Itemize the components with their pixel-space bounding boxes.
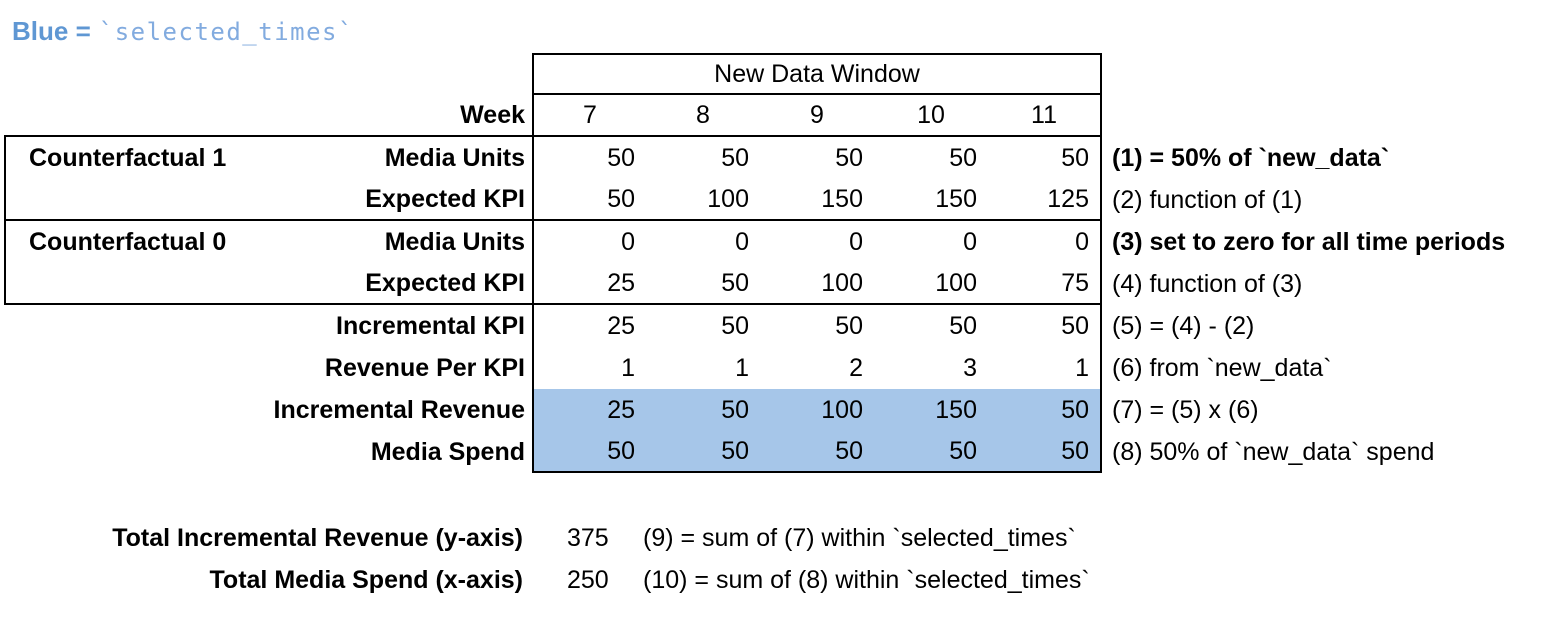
- data-cell: 2: [849, 353, 863, 382]
- data-cell: 3: [963, 353, 977, 382]
- week-cell: 9: [760, 95, 874, 137]
- total-value: 375: [567, 524, 609, 552]
- data-cell: 75: [988, 263, 1102, 305]
- data-cell: 100: [874, 263, 988, 305]
- data-cell: 0: [849, 227, 863, 256]
- row-note: (8) 50% of `new_data` spend: [1112, 437, 1435, 466]
- week-cell: 10: [874, 95, 988, 137]
- data-cell: 50: [988, 305, 1102, 347]
- row-label: Media Units: [384, 143, 525, 172]
- group-label: Counterfactual 0: [29, 227, 227, 256]
- total-row: Total Media Spend (x-axis) 250 (10) = su…: [0, 559, 1544, 601]
- data-cell-highlighted: 50: [760, 431, 874, 473]
- week-label: Week: [4, 95, 532, 137]
- row-note: (2) function of (1): [1112, 185, 1303, 214]
- data-cell-highlighted: 50: [646, 389, 760, 431]
- row-label: Media Spend: [370, 437, 525, 466]
- data-cell: 50: [721, 143, 749, 172]
- total-label: Total Incremental Revenue (y-axis): [112, 524, 523, 552]
- row-label: Media Units: [384, 227, 525, 256]
- row-note: (5) = (4) - (2): [1112, 311, 1255, 340]
- data-cell: 100: [646, 179, 760, 221]
- row-label-cell: Incremental KPI: [4, 305, 532, 347]
- data-cell-highlighted: 25: [532, 389, 646, 431]
- total-row: Total Incremental Revenue (y-axis) 375 (…: [0, 517, 1544, 559]
- empty-cell: [1102, 95, 1544, 137]
- data-cell: 0: [532, 221, 646, 263]
- legend: Blue = `selected_times`: [12, 16, 354, 47]
- row-label-cell: Expected KPI: [4, 179, 532, 221]
- week-cell: 8: [646, 95, 760, 137]
- row-note: (1) = 50% of `new_data`: [1112, 143, 1390, 172]
- row-label: Expected KPI: [365, 184, 525, 213]
- empty-cell: [4, 53, 532, 95]
- data-cell: 50: [988, 137, 1102, 179]
- new-data-window-header: New Data Window: [532, 53, 1102, 95]
- week-cell: 11: [988, 95, 1102, 137]
- data-cell-highlighted: 50: [646, 431, 760, 473]
- data-cell-highlighted: 50: [874, 431, 988, 473]
- row-label-cell: Revenue Per KPI: [4, 347, 532, 389]
- legend-blue-label: Blue =: [12, 16, 91, 46]
- row-label-cell: Counterfactual 1 Media Units: [4, 137, 532, 179]
- data-cell: 50: [949, 143, 977, 172]
- data-cell: 50: [646, 263, 760, 305]
- data-cell: 1: [735, 353, 749, 382]
- row-label: Expected KPI: [365, 268, 525, 297]
- data-cell: 100: [760, 263, 874, 305]
- row-label: Revenue Per KPI: [324, 353, 525, 382]
- data-cell: 1: [532, 347, 646, 389]
- group-label: Counterfactual 1: [29, 143, 227, 172]
- row-note: (7) = (5) x (6): [1112, 395, 1259, 424]
- data-cell: 50: [721, 311, 749, 340]
- data-cell: 0: [988, 221, 1102, 263]
- row-note: (6) from `new_data`: [1112, 353, 1332, 382]
- row-label-cell: Expected KPI: [4, 263, 532, 305]
- total-label: Total Media Spend (x-axis): [209, 566, 523, 594]
- row-label-cell: Incremental Revenue: [4, 389, 532, 431]
- row-label-cell: Media Spend: [4, 431, 532, 473]
- data-cell: 150: [874, 179, 988, 221]
- data-cell-highlighted: 50: [988, 389, 1102, 431]
- data-cell: 50: [835, 143, 863, 172]
- data-cell-highlighted: 50: [988, 431, 1102, 473]
- data-cell: 50: [532, 179, 646, 221]
- data-cell-highlighted: 150: [874, 389, 988, 431]
- data-cell: 50: [532, 137, 646, 179]
- data-cell-highlighted: 100: [760, 389, 874, 431]
- data-cell: 150: [760, 179, 874, 221]
- data-cell: 25: [532, 263, 646, 305]
- empty-cell: [1102, 53, 1544, 95]
- total-value: 250: [567, 566, 609, 594]
- data-cell: 50: [835, 311, 863, 340]
- data-cell: 0: [963, 227, 977, 256]
- total-note: (10) = sum of (8) within `selected_times…: [643, 566, 1090, 594]
- data-cell-highlighted: 50: [532, 431, 646, 473]
- row-note: (3) set to zero for all time periods: [1112, 227, 1506, 256]
- row-label: Incremental Revenue: [273, 395, 526, 424]
- data-cell: 125: [988, 179, 1102, 221]
- data-cell: 25: [532, 305, 646, 347]
- total-note: (9) = sum of (7) within `selected_times`: [643, 524, 1076, 552]
- sheet-table: New Data Window Week 7 8 9 10 11 Counter…: [4, 53, 1544, 473]
- row-label: Incremental KPI: [336, 311, 525, 340]
- row-note: (4) function of (3): [1112, 269, 1303, 298]
- legend-code: `selected_times`: [98, 18, 354, 46]
- week-cell: 7: [532, 95, 646, 137]
- data-cell: 0: [735, 227, 749, 256]
- data-cell: 1: [988, 347, 1102, 389]
- data-cell: 50: [949, 311, 977, 340]
- row-label-cell: Counterfactual 0 Media Units: [4, 221, 532, 263]
